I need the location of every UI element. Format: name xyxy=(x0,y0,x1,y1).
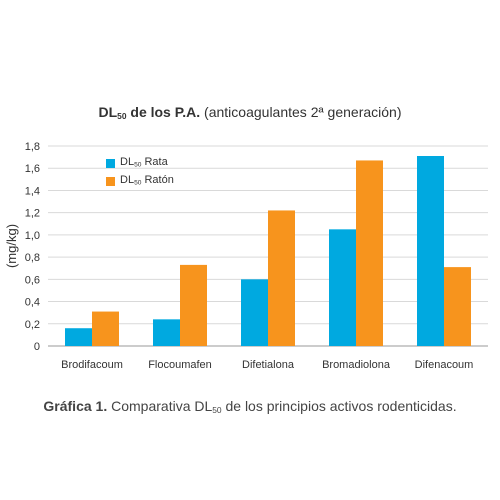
y-axis-ticks: 0 0,2 0,4 0,6 0,8 1,0 1,2 1,4 1,6 1,8 xyxy=(25,141,40,353)
legend-label-rata: DL50 Rata xyxy=(120,156,168,169)
title-subscript: 50 xyxy=(117,111,127,122)
bar-rata xyxy=(65,328,92,346)
y-tick-label: 1,8 xyxy=(25,141,40,153)
y-tick-label: 1,2 xyxy=(25,208,40,220)
legend-swatch-raton xyxy=(106,177,115,186)
bar-raton xyxy=(180,264,207,346)
x-tick-label: Difenacoum xyxy=(415,359,474,371)
legend-swatch-rata xyxy=(106,159,115,168)
y-tick-label: 0,6 xyxy=(25,274,40,286)
title-rest: (anticoagulantes 2ª generación) xyxy=(200,104,402,120)
legend-label-raton: DL50 Ratón xyxy=(120,174,174,187)
title-prefix: DL xyxy=(98,104,118,120)
y-tick-label: 0,4 xyxy=(25,297,40,309)
bar-rata xyxy=(329,229,356,346)
x-tick-label: Flocoumafen xyxy=(148,359,212,371)
y-tick-label: 1,0 xyxy=(25,230,40,242)
caption-post: de los principios activos rodenticidas. xyxy=(221,398,457,414)
bar-raton xyxy=(444,267,471,346)
y-tick-label: 1,4 xyxy=(25,185,40,197)
x-tick-label: Brodifacoum xyxy=(61,359,123,371)
chart-caption: Gráfica 1. Comparativa DL50 de los princ… xyxy=(0,398,500,414)
y-tick-label: 0 xyxy=(34,341,40,353)
caption-pre: Comparativa DL xyxy=(107,398,213,414)
bar-raton xyxy=(356,160,383,346)
bar-rata xyxy=(417,156,444,346)
y-axis-label: (mg/kg) xyxy=(4,224,19,268)
bar-raton xyxy=(268,210,295,346)
title-bold-suffix: de los P.A. xyxy=(126,104,201,120)
bar-rata xyxy=(241,279,268,346)
y-tick-label: 1,6 xyxy=(25,163,40,175)
bar-raton xyxy=(92,311,119,346)
y-tick-label: 0,8 xyxy=(25,252,40,264)
bar-rata xyxy=(153,319,180,346)
x-tick-label: Bromadiolona xyxy=(322,359,391,371)
x-axis-ticks: Brodifacoum Flocoumafen Difetialona Bromadi… xyxy=(61,359,473,371)
caption-bold: Gráfica 1. xyxy=(43,398,108,414)
bars xyxy=(65,156,471,346)
caption-subscript: 50 xyxy=(212,405,222,416)
x-tick-label: Difetialona xyxy=(242,359,295,371)
y-tick-label: 0,2 xyxy=(25,319,40,331)
chart-title: DL50 de los P.A. (anticoagulantes 2ª gen… xyxy=(0,104,500,120)
